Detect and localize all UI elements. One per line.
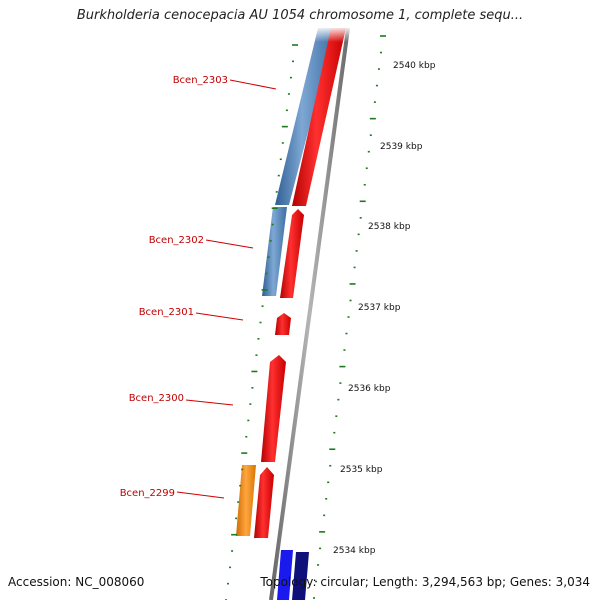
topology-summary: Topology: circular; Length: 3,294,563 bp… <box>260 575 590 589</box>
gene-label-bcen-2301[interactable]: Bcen_2301 <box>139 307 194 318</box>
feature-bcen-2300-forward <box>261 355 286 462</box>
feature-other-a <box>277 550 293 600</box>
map-title: Burkholderia cenocepacia AU 1054 chromos… <box>76 8 524 23</box>
feature-bcen-2302-forward <box>280 209 304 298</box>
accession-text: Accession: NC_008060 <box>8 575 145 589</box>
gene-labels: Bcen_2303 Bcen_2302 Bcen_2301 Bcen_2300 … <box>120 75 277 499</box>
gene-leader-line <box>185 399 234 406</box>
kbp-label: 2534 kbp <box>333 546 376 556</box>
top-fade <box>0 26 600 42</box>
feature-bcen-2303-forward <box>292 28 346 206</box>
feature-bcen-2299-forward <box>254 467 274 538</box>
feature-bcen-2299-rna <box>236 465 256 536</box>
kbp-label: 2538 kbp <box>368 222 411 232</box>
gene-label-bcen-2300[interactable]: Bcen_2300 <box>129 393 184 404</box>
gene-label-bcen-2303[interactable]: Bcen_2303 <box>173 75 228 86</box>
gene-label-bcen-2299[interactable]: Bcen_2299 <box>120 488 175 499</box>
scale-ticks <box>225 35 386 600</box>
feature-other-b <box>292 552 309 600</box>
gene-leader-line <box>229 79 277 90</box>
kbp-label: 2537 kbp <box>358 303 401 313</box>
kbp-label: 2535 kbp <box>340 465 383 475</box>
kbp-labels: 2540 kbp 2539 kbp 2538 kbp 2537 kbp 2536… <box>333 61 436 556</box>
feature-bcen-2302-reverse <box>262 207 287 296</box>
gene-label-bcen-2302[interactable]: Bcen_2302 <box>149 235 204 246</box>
feature-bcen-2303-reverse <box>275 28 335 205</box>
kbp-label: 2539 kbp <box>380 142 423 152</box>
feature-bcen-2301-forward <box>275 313 291 335</box>
backbone-line <box>269 27 350 600</box>
gene-leader-line <box>176 491 225 499</box>
gene-leader-line <box>195 312 244 321</box>
gene-leader-line <box>205 239 254 249</box>
kbp-label: 2540 kbp <box>393 61 436 71</box>
kbp-label: 2536 kbp <box>348 384 391 394</box>
